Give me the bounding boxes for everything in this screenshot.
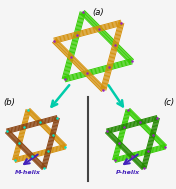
Text: (c): (c) [163, 98, 174, 107]
Text: (b): (b) [3, 98, 15, 107]
Text: P-helix: P-helix [116, 170, 140, 175]
Text: (a): (a) [92, 8, 104, 17]
Text: M-helix: M-helix [15, 170, 41, 175]
